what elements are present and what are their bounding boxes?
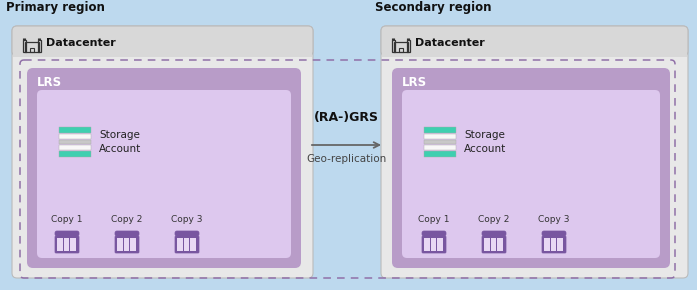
Text: Account: Account bbox=[464, 144, 506, 154]
Bar bbox=[424, 145, 456, 150]
Bar bbox=[184, 238, 190, 251]
Bar bbox=[498, 238, 503, 251]
Bar bbox=[424, 238, 429, 251]
Text: Copy 3: Copy 3 bbox=[171, 215, 203, 224]
Bar bbox=[57, 238, 63, 251]
Text: LRS: LRS bbox=[402, 75, 427, 88]
Text: Copy 1: Copy 1 bbox=[52, 215, 83, 224]
Bar bbox=[424, 127, 456, 133]
FancyBboxPatch shape bbox=[482, 231, 506, 236]
Bar bbox=[59, 140, 91, 144]
Bar bbox=[59, 134, 91, 139]
FancyBboxPatch shape bbox=[175, 231, 199, 236]
Bar bbox=[392, 40, 395, 52]
Bar bbox=[424, 134, 456, 139]
FancyBboxPatch shape bbox=[37, 90, 291, 258]
Text: (RA-)GRS: (RA-)GRS bbox=[314, 110, 379, 124]
Bar bbox=[63, 238, 69, 251]
FancyBboxPatch shape bbox=[422, 236, 446, 253]
FancyBboxPatch shape bbox=[482, 236, 506, 253]
Text: Datacenter: Datacenter bbox=[415, 38, 484, 48]
Bar bbox=[424, 140, 456, 144]
FancyBboxPatch shape bbox=[381, 26, 688, 56]
FancyBboxPatch shape bbox=[392, 68, 670, 268]
Text: Datacenter: Datacenter bbox=[46, 38, 116, 48]
Text: Copy 3: Copy 3 bbox=[538, 215, 569, 224]
Text: Storage: Storage bbox=[464, 130, 505, 140]
Bar bbox=[399, 48, 403, 52]
Text: Secondary region: Secondary region bbox=[375, 1, 491, 14]
FancyBboxPatch shape bbox=[12, 26, 313, 278]
Bar bbox=[424, 151, 456, 157]
Bar bbox=[177, 238, 183, 251]
Bar bbox=[431, 238, 436, 251]
Bar bbox=[558, 238, 563, 251]
Bar bbox=[117, 238, 123, 251]
Bar bbox=[59, 151, 91, 157]
Bar bbox=[373, 18, 693, 286]
FancyBboxPatch shape bbox=[402, 90, 660, 258]
Bar bbox=[38, 40, 40, 52]
Bar bbox=[59, 127, 91, 133]
Bar bbox=[437, 238, 443, 251]
Bar bbox=[25, 42, 38, 52]
Bar bbox=[31, 48, 33, 52]
Bar bbox=[382, 41, 687, 57]
Bar bbox=[190, 238, 196, 251]
Text: LRS: LRS bbox=[37, 75, 62, 88]
Bar bbox=[123, 238, 130, 251]
FancyBboxPatch shape bbox=[542, 236, 566, 253]
Text: Account: Account bbox=[99, 144, 141, 154]
FancyBboxPatch shape bbox=[55, 236, 79, 253]
FancyBboxPatch shape bbox=[175, 236, 199, 253]
FancyBboxPatch shape bbox=[12, 26, 313, 56]
FancyBboxPatch shape bbox=[115, 231, 139, 236]
Text: Geo-replication: Geo-replication bbox=[307, 154, 387, 164]
Text: Primary region: Primary region bbox=[6, 1, 105, 14]
Bar bbox=[406, 40, 410, 52]
Bar bbox=[59, 145, 91, 150]
Bar bbox=[491, 238, 496, 251]
Text: Copy 1: Copy 1 bbox=[418, 215, 450, 224]
Bar bbox=[70, 238, 76, 251]
Text: Copy 2: Copy 2 bbox=[478, 215, 510, 224]
Bar bbox=[130, 238, 136, 251]
Bar bbox=[484, 238, 490, 251]
Bar bbox=[13, 41, 312, 57]
FancyBboxPatch shape bbox=[542, 231, 566, 236]
Bar bbox=[551, 238, 556, 251]
FancyBboxPatch shape bbox=[381, 26, 688, 278]
Bar bbox=[544, 238, 550, 251]
FancyBboxPatch shape bbox=[55, 231, 79, 236]
FancyBboxPatch shape bbox=[115, 236, 139, 253]
FancyBboxPatch shape bbox=[27, 68, 301, 268]
Bar bbox=[4, 18, 322, 286]
Text: Storage: Storage bbox=[99, 130, 140, 140]
Text: Copy 2: Copy 2 bbox=[112, 215, 143, 224]
FancyBboxPatch shape bbox=[422, 231, 446, 236]
Bar bbox=[395, 42, 408, 52]
Bar bbox=[23, 40, 26, 52]
